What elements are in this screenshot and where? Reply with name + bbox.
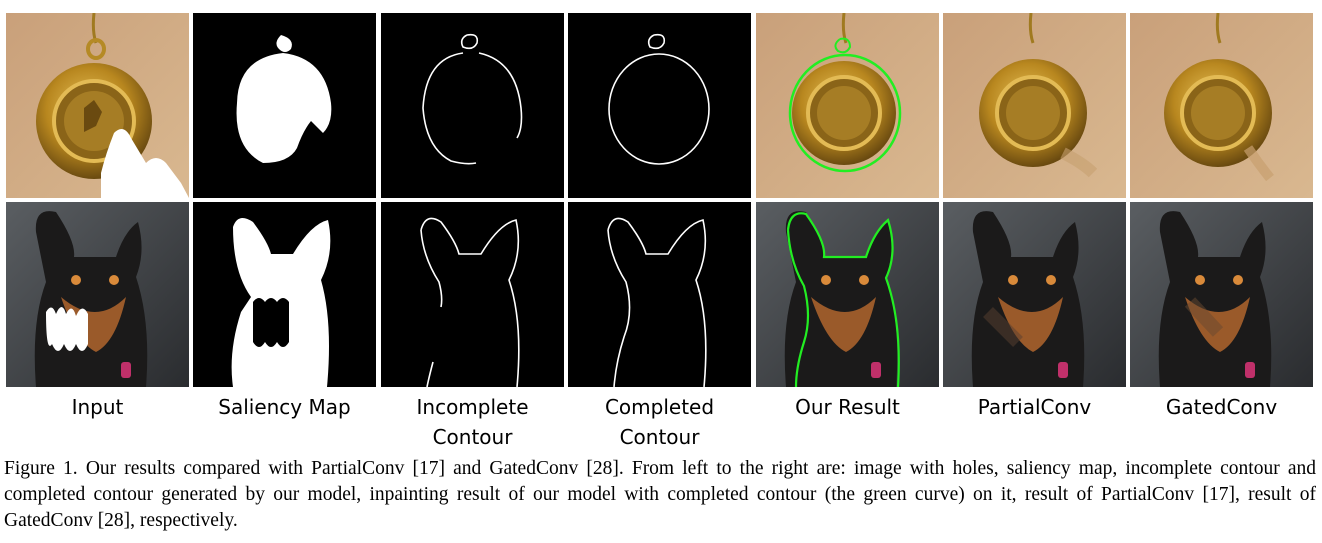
medal-incomplete-contour (381, 13, 564, 198)
dog-completed-contour (568, 202, 751, 387)
figure-caption: Figure 1. Our results compared with Part… (4, 456, 1316, 534)
dog-partialconv-result (943, 202, 1126, 387)
column-label-saliency-map: Saliency Map (193, 392, 376, 422)
column-label-completed-contour: Completed Contour (568, 392, 751, 452)
column-label-input: Input (6, 392, 189, 422)
dog-our-result (756, 202, 939, 387)
medal-partialconv-result (943, 13, 1126, 198)
column-label-gatedconv: GatedConv (1130, 392, 1313, 422)
medal-completed-contour (568, 13, 751, 198)
column-label-our-result: Our Result (756, 392, 939, 422)
column-label-partialconv: PartialConv (943, 392, 1126, 422)
medal-input-image (6, 13, 189, 198)
medal-our-result (756, 13, 939, 198)
dog-gatedconv-result (1130, 202, 1313, 387)
medal-saliency-map (193, 13, 376, 198)
dog-saliency-map (193, 202, 376, 387)
dog-input-image (6, 202, 189, 387)
column-label-incomplete-contour: Incomplete Contour (381, 392, 564, 452)
figure-image-grid (6, 13, 1314, 387)
medal-gatedconv-result (1130, 13, 1313, 198)
dog-incomplete-contour (381, 202, 564, 387)
